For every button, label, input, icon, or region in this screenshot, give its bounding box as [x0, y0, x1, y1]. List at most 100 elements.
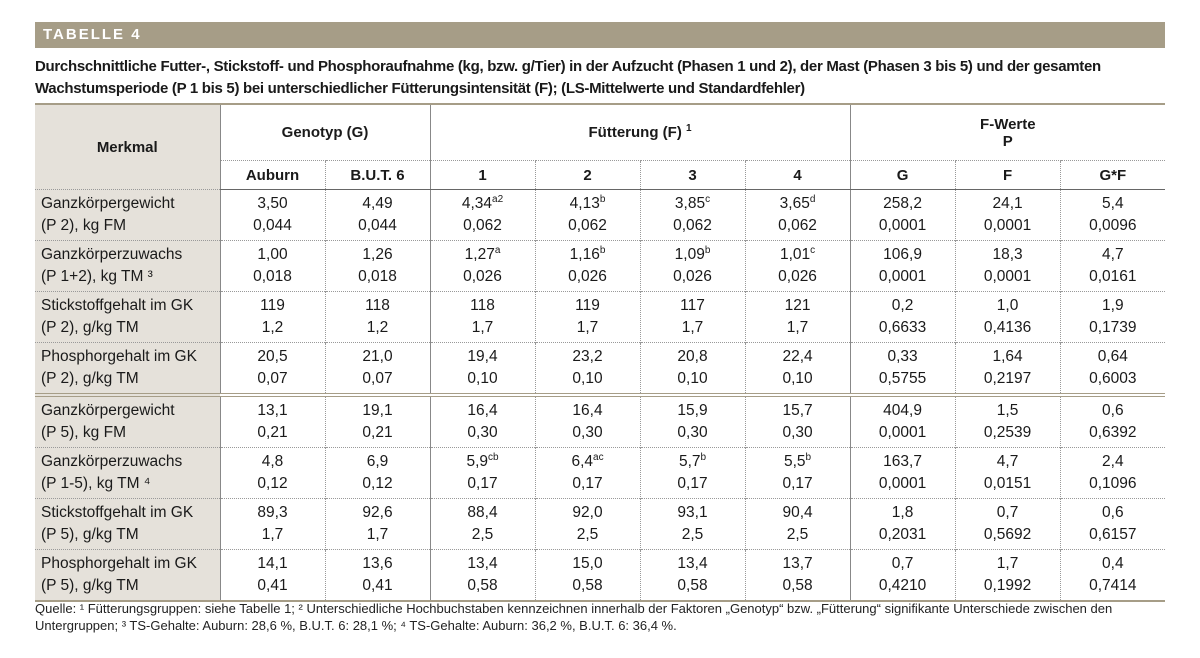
mean-line: 16,4	[536, 400, 640, 422]
data-row: Ganzkörperzuwachs (P 1+2), kg TM ³ 1,00 0,0…	[35, 240, 1166, 292]
data-cell: 4,49 0,044	[324, 189, 431, 241]
significance-letter: b	[805, 451, 812, 463]
row-label: (P 1+2), kg TM ³	[41, 268, 153, 285]
se-line: 0,21	[326, 422, 430, 444]
data-cell: 1,9 0,1739	[1059, 291, 1166, 343]
mean-value: 15,9	[677, 402, 708, 419]
mean-value: 19,1	[362, 402, 393, 419]
mean-value: 4,13	[569, 195, 600, 212]
row-label: Ganzkörperzuwachs	[41, 453, 183, 470]
mean-line: 1,27a	[431, 244, 535, 266]
mean-line: 3,50	[221, 193, 325, 215]
se-line: 0,17	[641, 473, 745, 495]
header-text: P	[1002, 132, 1013, 150]
mean-line: 119	[536, 295, 640, 317]
standard-error: 0,17	[677, 475, 708, 492]
data-cell: 1,0 0,4136	[954, 291, 1061, 343]
mean-value: 163,7	[883, 453, 922, 470]
mean-line: 14,1	[221, 553, 325, 575]
se-line: 1,7	[326, 524, 430, 546]
mean-value: 15,0	[572, 555, 603, 572]
standard-error: 0,30	[677, 424, 708, 441]
standard-error: 0,0096	[1089, 217, 1137, 234]
row-label-cell: Phosphorgehalt im GK (P 5), g/kg TM	[35, 549, 220, 602]
standard-error: 0,4136	[983, 319, 1032, 336]
data-cell: 5,7b 0,17	[639, 447, 746, 499]
data-cell: 16,4 0,30	[429, 393, 536, 448]
standard-error: 0,6157	[1089, 526, 1137, 543]
data-cell: 15,9 0,30	[639, 393, 746, 448]
standard-error: 0,30	[782, 424, 813, 441]
mean-line: 4,8	[221, 451, 325, 473]
mean-value: 1,0	[996, 297, 1019, 314]
data-cell: 1,00 0,018	[219, 240, 325, 292]
data-cell: 1,09b 0,026	[639, 240, 746, 292]
significance-letter: a2	[492, 193, 504, 205]
standard-error: 0,5692	[983, 526, 1032, 543]
mean-line: 13,6	[326, 553, 430, 575]
standard-error: 1,7	[681, 319, 704, 336]
mean-value: 6,9	[366, 453, 389, 470]
se-line: 0,026	[431, 266, 535, 288]
mean-value: 404,9	[883, 402, 922, 419]
data-cell: 258,2 0,0001	[849, 189, 956, 241]
header-row: Merkmal Genotyp (G) Fütterung (F) 1 F-We…	[35, 103, 1166, 190]
data-cell: 22,4 0,10	[744, 342, 851, 395]
mean-line: 258,2	[851, 193, 955, 215]
mean-value: 4,7	[1102, 246, 1124, 263]
mean-value: 0,4	[1102, 555, 1124, 572]
se-line: 0,58	[746, 575, 850, 597]
standard-error: 0,0001	[983, 217, 1032, 234]
mean-line: 13,1	[221, 400, 325, 422]
mean-line: 2,4	[1061, 451, 1166, 473]
mean-line: 0,7	[851, 553, 955, 575]
mean-value: 1,7	[996, 555, 1019, 572]
significance-letter: ac	[593, 451, 604, 463]
se-line: 1,7	[221, 524, 325, 546]
row-label: (P 5), kg FM	[41, 424, 126, 441]
data-cell: 0,7 0,4210	[849, 549, 956, 602]
mean-value: 3,65	[779, 195, 810, 212]
data-cell: 0,4 0,7414	[1059, 549, 1166, 602]
mean-line: 106,9	[851, 244, 955, 266]
mean-line: 6,9	[326, 451, 430, 473]
standard-error: 0,30	[467, 424, 498, 441]
data-table: Merkmal Genotyp (G) Fütterung (F) 1 F-We…	[35, 103, 1166, 602]
mean-line: 21,0	[326, 346, 430, 368]
data-cell: 4,34a2 0,062	[429, 189, 536, 241]
mean-line: 4,34a2	[431, 193, 535, 215]
data-cell: 163,7 0,0001	[849, 447, 956, 499]
standard-error: 2,5	[471, 526, 494, 543]
row-label: Ganzkörpergewicht	[41, 195, 175, 212]
mean-value: 15,7	[782, 402, 813, 419]
se-line: 0,0001	[851, 266, 955, 288]
se-line: 1,2	[221, 317, 325, 339]
mean-line: 22,4	[746, 346, 850, 368]
mean-value: 2,4	[1102, 453, 1124, 470]
mean-line: 1,26	[326, 244, 430, 266]
data-row: Stickstoffgehalt im GK (P 5), g/kg TM 89,3…	[35, 498, 1166, 550]
standard-error: 0,07	[362, 370, 393, 387]
mean-line: 5,4	[1061, 193, 1166, 215]
column-header: Auburn	[245, 166, 300, 184]
se-line: 0,30	[431, 422, 535, 444]
data-cell: 5,9cb 0,17	[429, 447, 536, 499]
se-line: 0,30	[536, 422, 640, 444]
mean-line: 92,0	[536, 502, 640, 524]
row-label-cell: Phosphorgehalt im GK (P 2), g/kg TM	[35, 342, 220, 395]
data-cell: 0,33 0,5755	[849, 342, 956, 395]
table-body: Ganzkörpergewicht (P 2), kg FM 3,50 0,044 4,…	[35, 189, 1166, 602]
data-cell: 119 1,7	[534, 291, 641, 343]
header-cell: 3	[639, 160, 746, 190]
mean-value: 16,4	[467, 402, 498, 419]
data-cell: 6,4ac 0,17	[534, 447, 641, 499]
column-header: 3	[688, 166, 697, 184]
se-line: 0,41	[221, 575, 325, 597]
data-cell: 6,9 0,12	[324, 447, 431, 499]
standard-error: 0,30	[572, 424, 603, 441]
se-line: 0,1739	[1061, 317, 1166, 339]
significance-letter: c	[705, 193, 711, 205]
se-line: 0,2539	[956, 422, 1060, 444]
data-row: Stickstoffgehalt im GK (P 2), g/kg TM 119 1…	[35, 291, 1166, 343]
se-line: 2,5	[641, 524, 745, 546]
